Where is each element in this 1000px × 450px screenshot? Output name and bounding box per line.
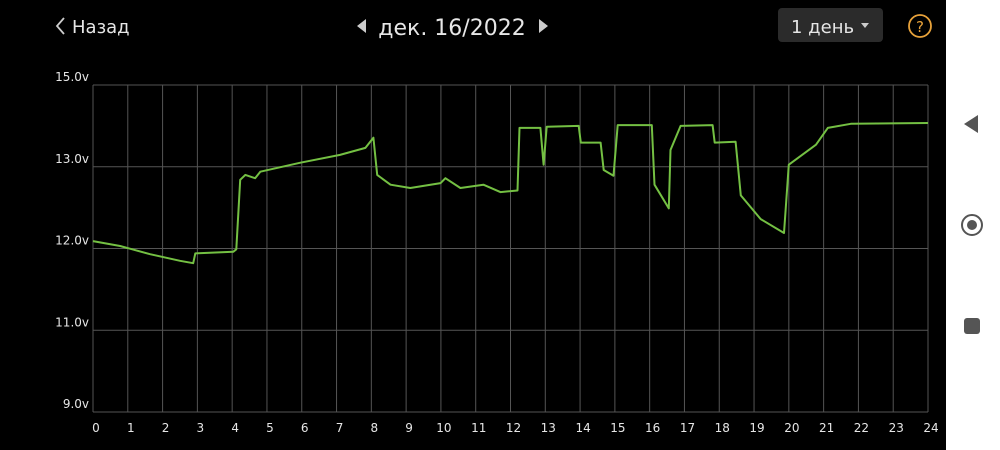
help-button[interactable] [908,14,932,38]
app-background [0,0,946,450]
help-label: ? [916,18,924,36]
x-tick-label: 18 [715,421,730,435]
x-tick-label: 21 [819,421,834,435]
x-tick-label: 16 [645,421,660,435]
x-tick-label: 2 [162,421,170,435]
next-day[interactable] [539,19,548,33]
x-tick-label: 7 [336,421,344,435]
range-dropdown[interactable] [778,8,883,42]
nav-back[interactable] [964,115,978,133]
range-label: 1 день [791,17,854,38]
x-tick-label: 12 [506,421,521,435]
x-tick-label: 23 [889,421,904,435]
nav-recent[interactable] [964,318,980,334]
x-tick-label: 4 [231,421,239,435]
voltage-line [92,122,929,265]
y-tick-label: 15.0v [55,70,89,84]
prev-day[interactable] [357,19,366,33]
x-tick-label: 14 [575,421,590,435]
x-tick-label: 8 [371,421,379,435]
y-tick-label: 12.0v [55,234,89,248]
x-tick-label: 13 [541,421,556,435]
x-tick-label: 9 [405,421,413,435]
x-tick-label: 3 [197,421,205,435]
x-tick-label: 15 [610,421,625,435]
x-tick-label: 6 [301,421,309,435]
x-tick-label: 20 [784,421,799,435]
nav-home[interactable] [961,214,983,236]
x-tick-label: 5 [266,421,274,435]
nav-home-dot [967,220,977,230]
x-tick-label: 24 [923,421,938,435]
back-arrow[interactable] [55,17,65,35]
x-tick-label: 22 [854,421,869,435]
x-tick-label: 19 [749,421,764,435]
y-tick-label: 13.0v [55,152,89,166]
y-tick-label: 11.0v [55,315,89,329]
x-tick-label: 0 [92,421,100,435]
dropdown-arrow [861,23,869,28]
y-tick-label: 9.0v [63,397,89,411]
x-tick-label: 1 [127,421,135,435]
x-tick-label: 11 [471,421,486,435]
x-tick-label: 10 [436,421,451,435]
x-tick-label: 17 [680,421,695,435]
back-label[interactable]: Назад [72,17,130,38]
date-label: дек. 16/2022 [378,16,525,41]
